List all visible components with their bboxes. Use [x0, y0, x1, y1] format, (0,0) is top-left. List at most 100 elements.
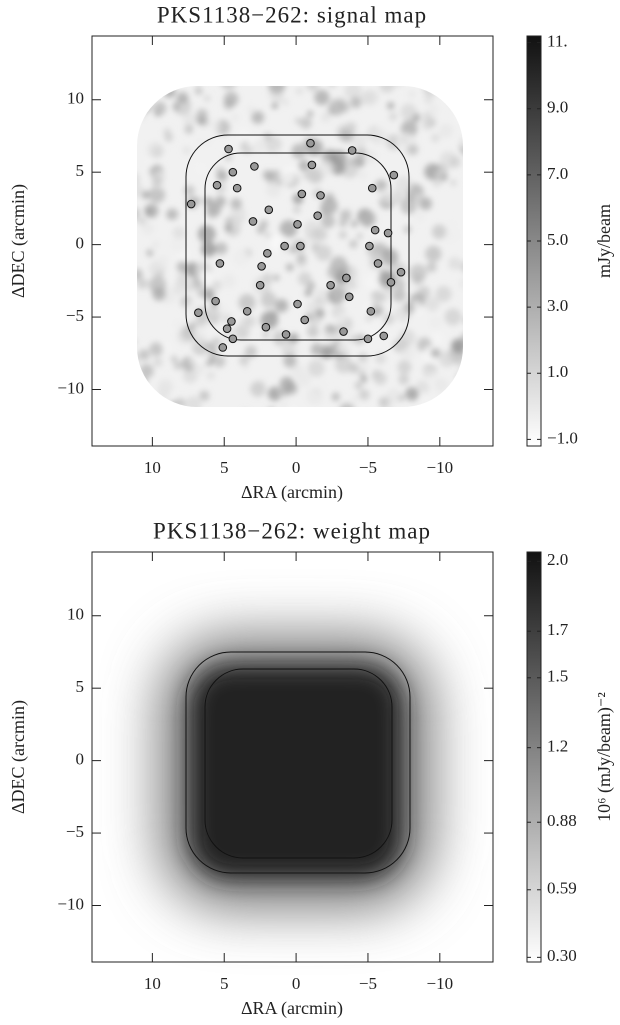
noise-blob: [206, 371, 216, 380]
noise-blob: [459, 136, 463, 149]
source: [228, 167, 238, 177]
noise-blob: [125, 119, 136, 130]
noise-blob: [404, 303, 415, 314]
source: [227, 317, 236, 326]
noise-blob: [172, 103, 180, 111]
noise-blob: [139, 377, 148, 386]
source: [342, 273, 351, 283]
noise-blob: [330, 284, 349, 302]
noise-blob: [350, 220, 358, 228]
noise-blob: [144, 203, 159, 218]
noise-blob: [464, 285, 471, 292]
noise-blob: [398, 329, 416, 347]
noise-blob: [213, 355, 226, 368]
noise-blob: [458, 406, 463, 407]
noise-blob: [438, 389, 449, 400]
colorbar-label: mJy/beam: [594, 204, 614, 278]
noise-blob: [430, 348, 441, 358]
noise-blob: [196, 317, 207, 327]
noise-blob: [460, 383, 463, 395]
noise-blob: [146, 141, 164, 159]
noise-blob: [315, 307, 325, 317]
source: [263, 249, 272, 258]
noise-blob: [173, 281, 187, 295]
y-tick-label: −10: [57, 378, 84, 397]
noise-blob: [138, 349, 150, 361]
noise-blob: [351, 395, 359, 403]
noise-blob: [443, 226, 460, 243]
noise-blob: [137, 183, 144, 197]
source: [367, 183, 377, 193]
noise-blob: [328, 86, 336, 88]
source: [300, 315, 310, 325]
noise-blob: [188, 354, 202, 367]
noise-blob: [344, 86, 362, 100]
noise-blob: [151, 238, 165, 252]
source: [293, 299, 302, 309]
source: [306, 138, 315, 148]
noise-blob: [378, 292, 388, 303]
noise-blob: [211, 280, 222, 291]
noise-blob: [449, 156, 461, 168]
noise-blob: [262, 331, 270, 339]
source: [281, 330, 291, 339]
noise-blob: [388, 112, 398, 121]
noise-blob: [445, 218, 459, 232]
noise-blob: [199, 390, 210, 402]
noise-blob: [407, 89, 417, 99]
noise-blob: [444, 308, 462, 326]
noise-blob: [344, 318, 353, 326]
source: [255, 280, 265, 290]
noise-blob: [331, 392, 340, 401]
noise-blob: [354, 381, 363, 390]
noise-blob: [191, 334, 208, 351]
noise-blob: [176, 91, 189, 104]
noise-blob: [142, 86, 153, 91]
noise-blob: [289, 247, 296, 254]
noise-blob: [194, 86, 203, 95]
noise-blob: [250, 381, 266, 397]
noise-blob: [184, 185, 195, 197]
panel: PKS1138−262: signal map 10 5 0 −5 −10 10 5 0 −5 −1…: [8, 2, 614, 503]
noise-blob: [163, 128, 172, 136]
noise-blob: [349, 239, 358, 249]
noise-blob: [137, 186, 138, 202]
noise-blob: [455, 371, 463, 384]
noise-blob: [294, 117, 302, 125]
noise-blob: [203, 95, 211, 102]
source: [363, 334, 373, 344]
noise-blob: [458, 358, 463, 367]
noise-blob: [314, 89, 330, 106]
noise-blob: [397, 360, 412, 375]
noise-blob: [283, 354, 297, 368]
noise-blob: [141, 190, 150, 199]
noise-blob: [365, 315, 373, 323]
contour: [204, 152, 392, 341]
noise-blob: [399, 347, 411, 359]
source: [307, 160, 317, 170]
noise-blob: [429, 316, 442, 329]
noise-blob: [152, 101, 167, 116]
noise-blob: [196, 125, 213, 142]
source: [366, 306, 376, 316]
noise-blob: [242, 363, 249, 370]
chart-title: PKS1138−262: signal map: [157, 2, 427, 27]
noise-blob: [425, 297, 440, 312]
noise-blob: [358, 352, 368, 363]
noise-blob: [137, 278, 148, 290]
noise-blob: [239, 355, 250, 366]
noise-blob: [450, 100, 459, 109]
noise-blob: [211, 337, 221, 346]
noise-blob: [320, 214, 336, 229]
source: [313, 211, 322, 220]
noise-blob: [209, 315, 219, 325]
noise-blob: [137, 216, 147, 225]
noise-blob: [306, 325, 320, 338]
noise-blob: [338, 230, 347, 239]
noise-blob: [215, 242, 228, 255]
noise-blob: [279, 219, 298, 238]
noise-blob: [345, 121, 357, 133]
noise-blob: [306, 387, 324, 405]
noise-blob: [346, 280, 357, 291]
noise-blob: [265, 182, 281, 198]
